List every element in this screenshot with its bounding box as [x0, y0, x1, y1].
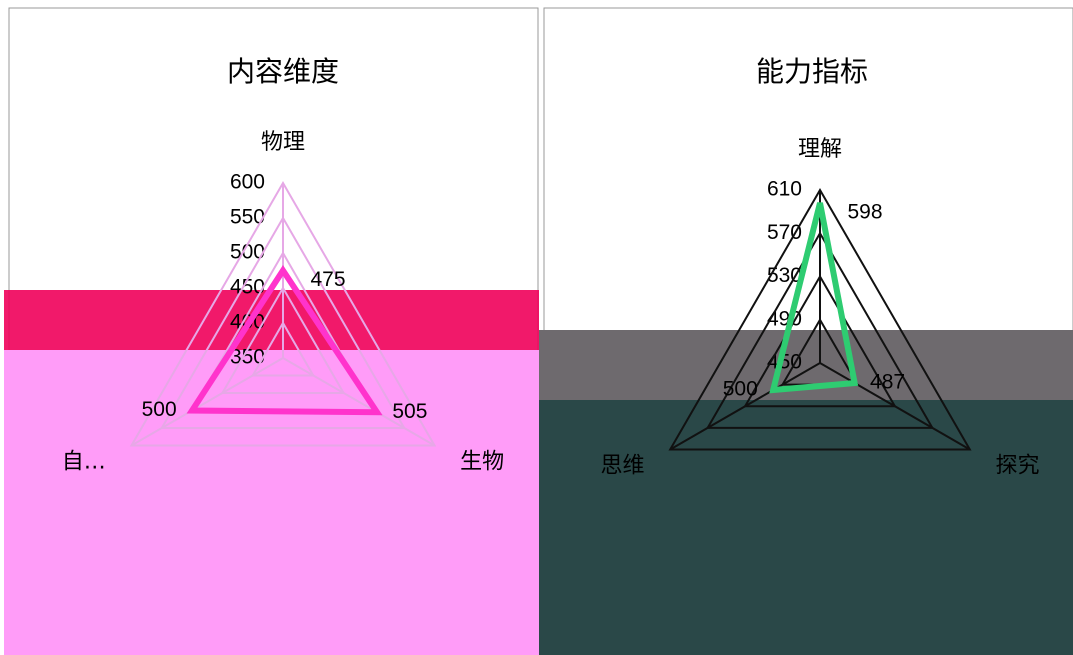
data-label: 500: [142, 398, 177, 421]
chart-title: 能力指标: [756, 55, 868, 88]
grid-ring: [220, 285, 346, 394]
category-label: 探究: [995, 454, 1039, 479]
data-label: 475: [310, 268, 345, 291]
glitch-overlay: [539, 400, 1073, 655]
grid-ring: [668, 187, 972, 451]
glitch-overlay: [4, 350, 539, 655]
r-tick-label: 570: [767, 221, 802, 244]
grid-ring: [705, 231, 935, 429]
axis-spoke: [282, 357, 436, 447]
data-label: 487: [870, 371, 905, 394]
r-tick-label: 610: [767, 178, 802, 201]
category-label: 自…: [62, 450, 106, 475]
data-label: 505: [392, 400, 427, 423]
data-label: 598: [847, 201, 882, 224]
data-label: 500: [723, 378, 758, 401]
axis-spoke: [130, 357, 284, 447]
series-line: [769, 202, 859, 394]
r-tick-label: 550: [230, 206, 265, 229]
category-label: 理解: [798, 137, 842, 162]
category-label: 生物: [460, 450, 504, 475]
axis-spoke: [669, 362, 821, 451]
grid-ring: [160, 216, 406, 429]
chart-title: 内容维度: [227, 55, 339, 88]
grid-ring: [129, 180, 437, 447]
category-label: 物理: [261, 130, 305, 155]
category-label: 思维: [601, 454, 645, 479]
series-line: [186, 265, 383, 416]
glitch-overlay: [4, 290, 539, 350]
r-tick-label: 600: [230, 171, 265, 194]
grid-ring: [250, 320, 316, 377]
r-tick-label: 490: [767, 307, 802, 330]
axis-spoke: [819, 362, 971, 451]
